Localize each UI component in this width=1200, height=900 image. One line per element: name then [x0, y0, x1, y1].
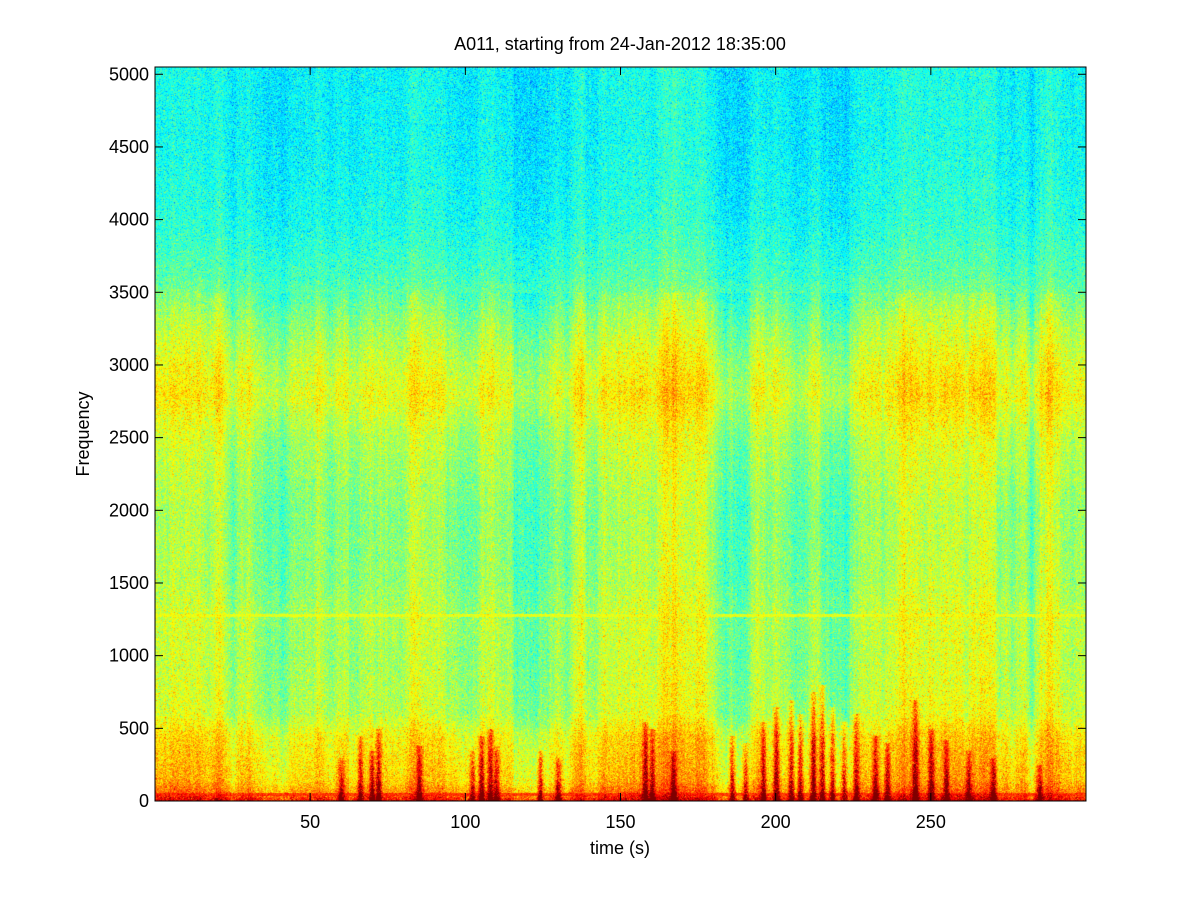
y-tick-label: 4500 — [109, 137, 149, 157]
y-tick-label: 5000 — [109, 64, 149, 84]
spectrogram-image — [155, 67, 1086, 801]
x-tick-label: 150 — [605, 812, 635, 832]
y-tick-label: 2000 — [109, 500, 149, 520]
y-tick-label: 2500 — [109, 428, 149, 448]
x-axis-ticks: 50 100 150 200 250 — [300, 67, 946, 832]
y-tick-label: 0 — [139, 791, 149, 811]
x-tick-label: 50 — [300, 812, 320, 832]
y-tick-label: 4000 — [109, 210, 149, 230]
x-axis-title: time (s) — [590, 838, 650, 858]
y-axis-ticks: 0 500 1000 1500 2000 2500 3000 3500 4000 4500 5000 — [109, 64, 1086, 811]
y-tick-label: 3000 — [109, 355, 149, 375]
y-tick-label: 500 — [119, 718, 149, 738]
chart-title: A011, starting from 24-Jan-2012 18:35:00 — [454, 34, 786, 54]
x-tick-label: 100 — [450, 812, 480, 832]
y-tick-label: 1500 — [109, 573, 149, 593]
x-tick-label: 200 — [761, 812, 791, 832]
x-tick-label: 250 — [916, 812, 946, 832]
y-tick-label: 3500 — [109, 282, 149, 302]
y-tick-label: 1000 — [109, 646, 149, 666]
spectrogram-plot-area — [155, 67, 1086, 801]
y-axis-title: Frequency — [73, 391, 93, 476]
